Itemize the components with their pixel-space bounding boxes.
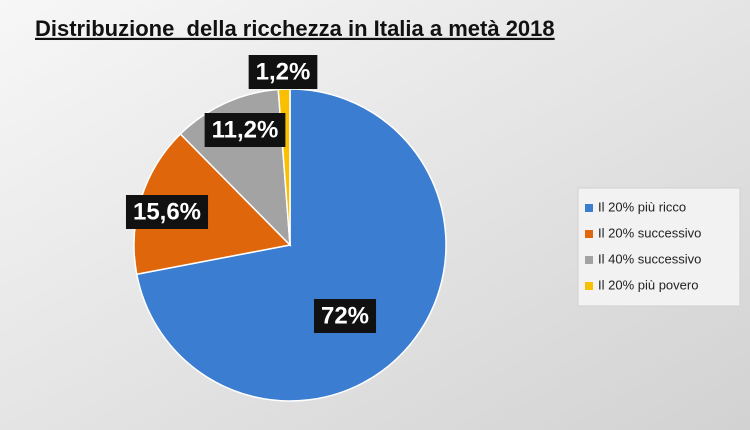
chart-title: Distribuzione della ricchezza in Italia … xyxy=(35,16,555,41)
legend-label: Il 20% più ricco xyxy=(598,199,686,214)
data-label: 11,2% xyxy=(212,116,279,143)
legend-label: Il 20% più povero xyxy=(598,277,698,292)
data-label: 15,6% xyxy=(133,198,201,225)
legend-label: Il 20% successivo xyxy=(598,225,701,240)
legend-swatch xyxy=(585,230,593,238)
legend-swatch xyxy=(585,204,593,212)
data-label-box xyxy=(313,299,377,333)
legend-label: Il 40% successivo xyxy=(598,251,701,266)
data-label-box xyxy=(204,113,286,147)
data-label: 1,2% xyxy=(256,58,311,85)
legend-swatch xyxy=(585,256,593,264)
data-label-box xyxy=(248,55,318,89)
legend-swatch xyxy=(585,282,593,290)
data-label-box xyxy=(125,195,209,229)
data-label: 72% xyxy=(321,302,369,329)
legend xyxy=(577,187,741,307)
